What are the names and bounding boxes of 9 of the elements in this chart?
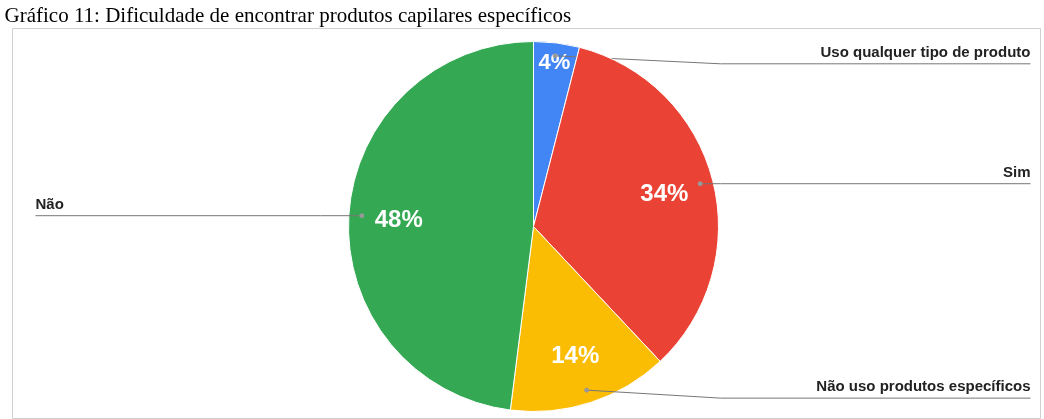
slice-label: Uso qualquer tipo de produto	[820, 42, 1031, 60]
data-label: 4%	[538, 48, 571, 74]
slice-label: Não	[35, 194, 64, 212]
data-label: 48%	[374, 204, 423, 232]
data-label: 14%	[551, 341, 600, 369]
slice-label: Não uso produtos específicos	[816, 377, 1031, 395]
slice-label: Sim	[1002, 162, 1031, 180]
data-label: 34%	[640, 179, 689, 207]
chart-title: Gráfico 11: Dificuldade de encontrar produtos capilares específicos	[4, 2, 572, 27]
